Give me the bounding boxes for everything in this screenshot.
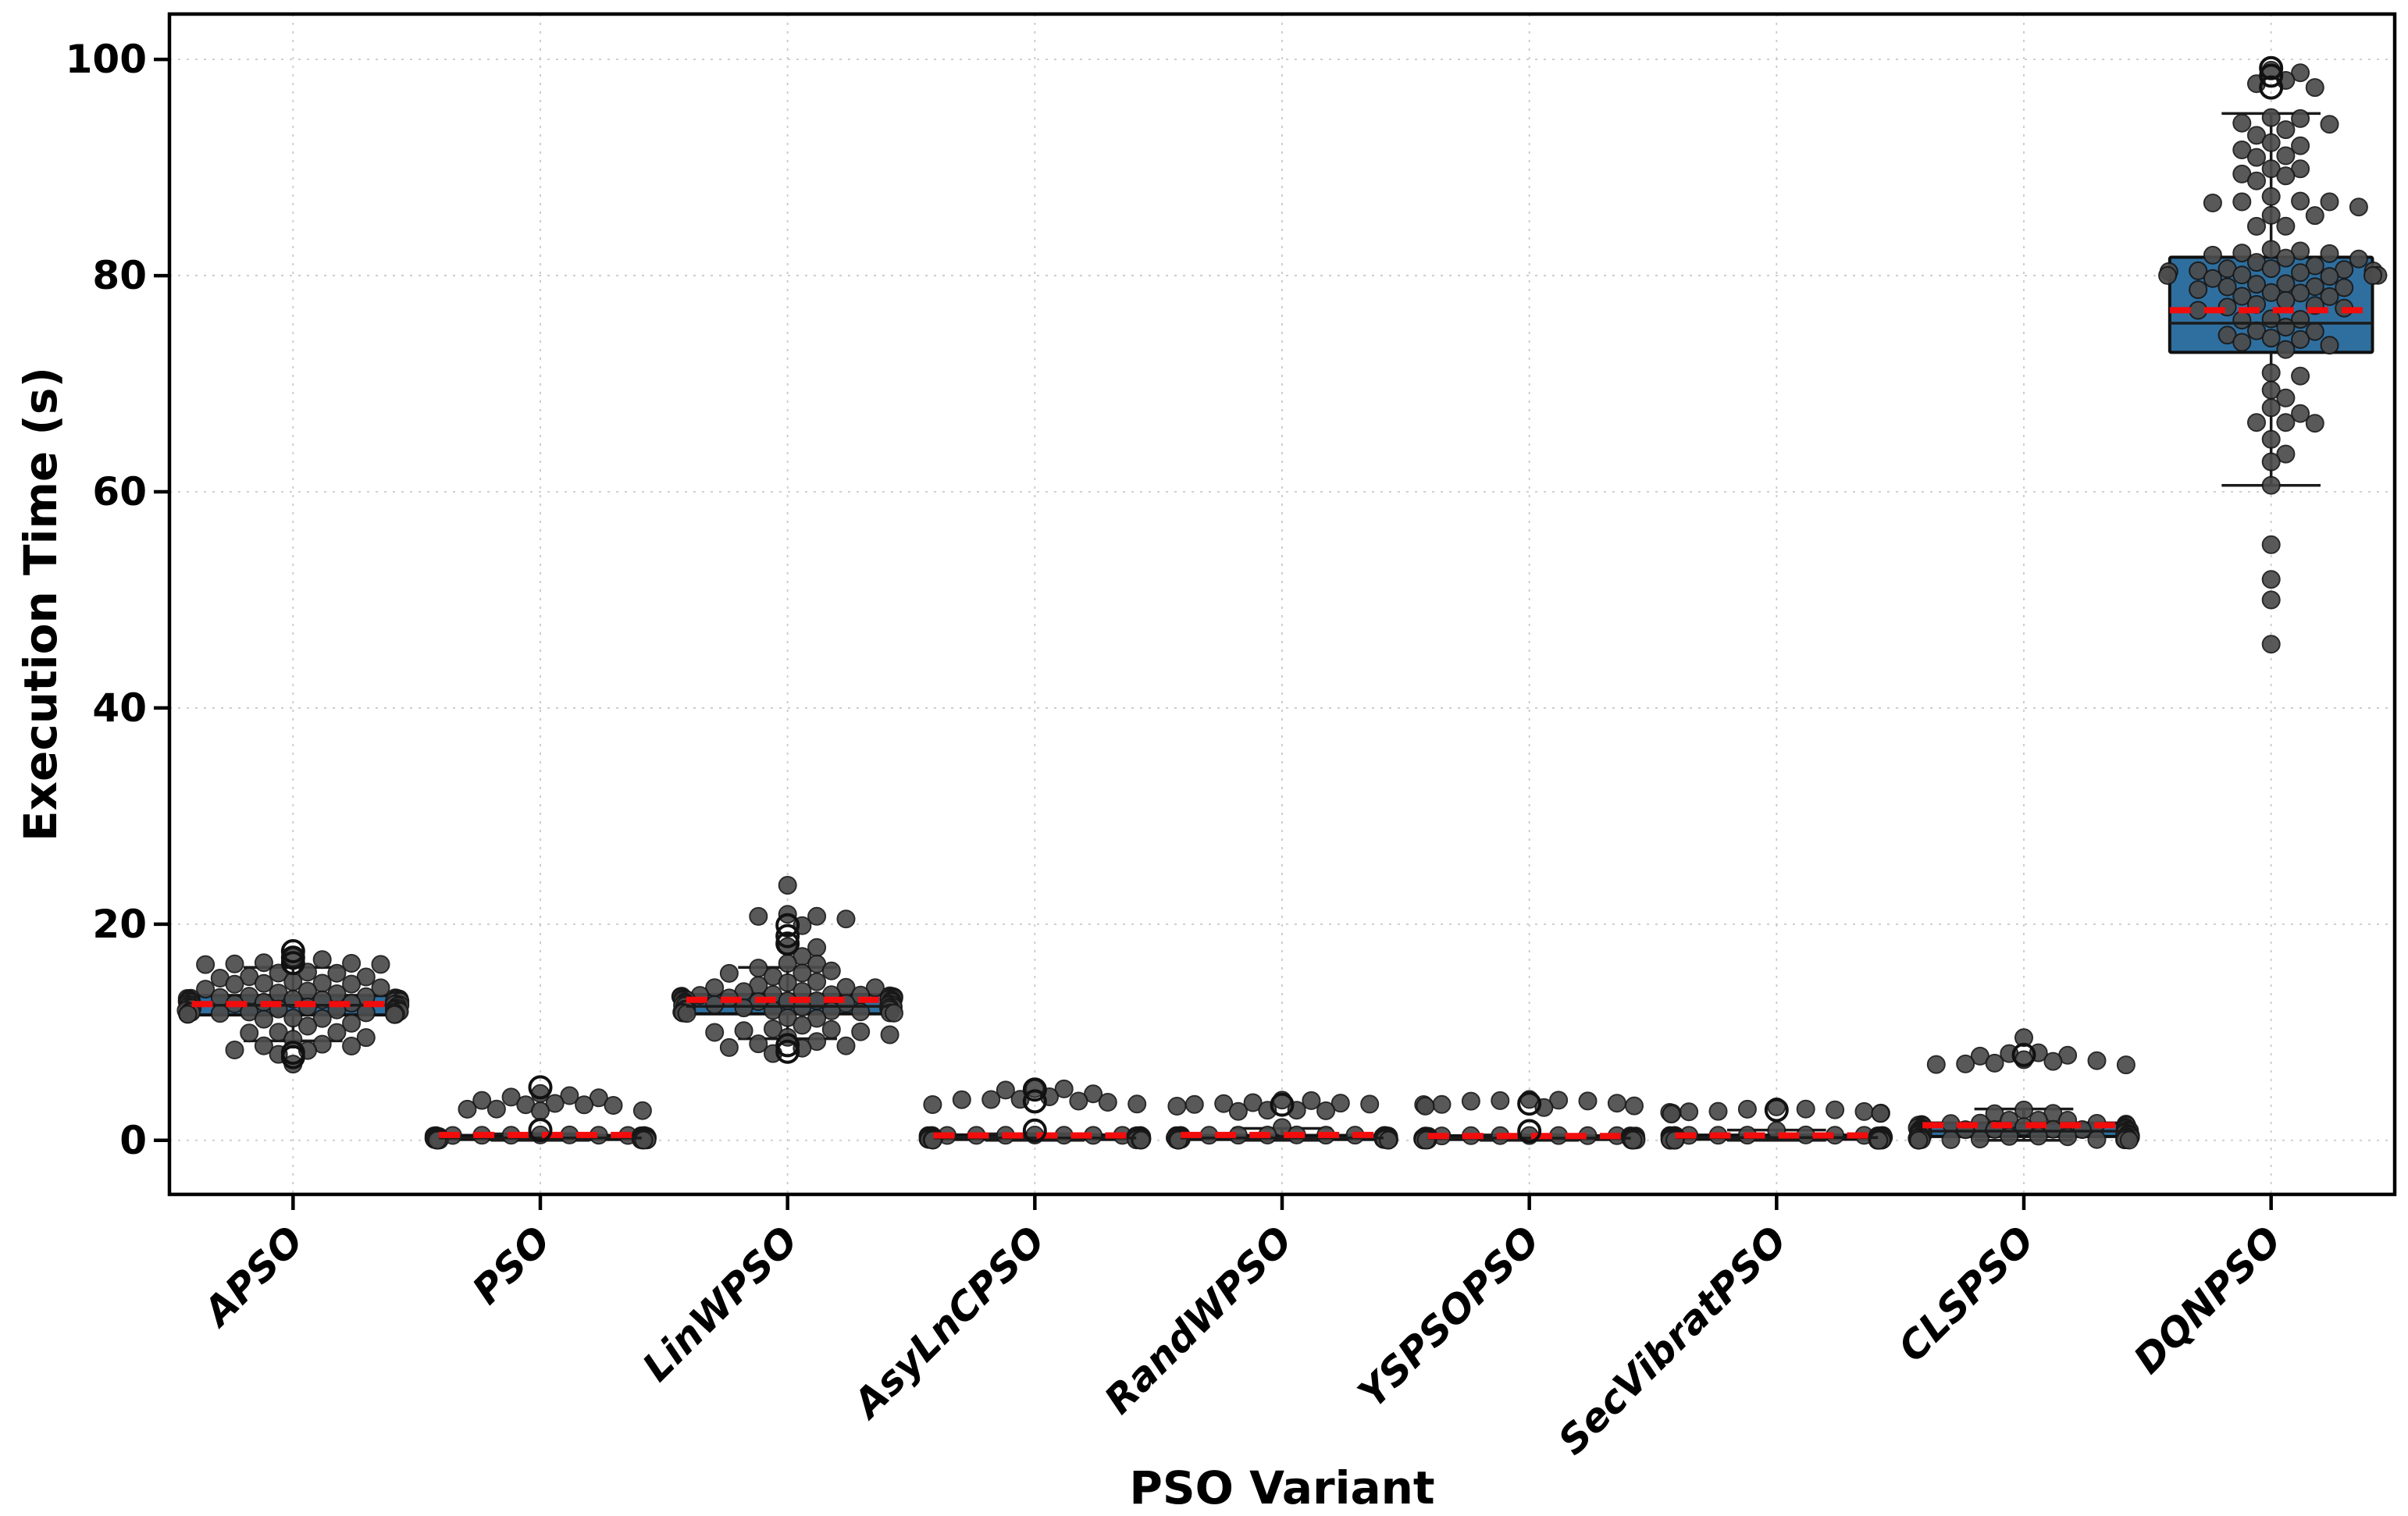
outlier-marker: [775, 1039, 800, 1064]
box-group-SecVibratPSO: [1660, 1097, 1893, 1150]
outlier-marker: [1517, 1091, 1542, 1116]
swarm-points: [2158, 60, 2388, 654]
outlier-marker: [1764, 1098, 1789, 1123]
box-group-RandWPSO: [1166, 1091, 1398, 1150]
x-tick-label: APSO: [193, 1217, 312, 1336]
outlier-marker: [280, 951, 305, 976]
outlier-marker: [528, 1075, 553, 1100]
outlier-marker: [775, 923, 800, 948]
outlier-marker: [1517, 1119, 1542, 1144]
outlier-marker: [775, 1033, 800, 1058]
y-tick-label: 100: [66, 37, 147, 82]
outlier-marker: [1270, 1092, 1295, 1117]
x-tick-label: LinWPSO: [634, 1217, 807, 1390]
outlier-marker: [2259, 63, 2284, 88]
outlier-marker: [2259, 55, 2284, 80]
y-axis: 0 20 40 60 80 100: [66, 37, 169, 1163]
x-tick-label: RandWPSO: [1095, 1217, 1301, 1422]
box-group-LinWPSO: [671, 876, 903, 1064]
outlier-marker: [1022, 1118, 1047, 1143]
swarm-points: [918, 1079, 1152, 1150]
plot-border: [167, 12, 2397, 1197]
outlier-marker: [1022, 1089, 1047, 1114]
y-tick-label: 40: [92, 685, 147, 731]
box-group-APSO: [176, 938, 410, 1074]
x-axis: APSO PSO LinWPSO AsyLnCPSO RandWPSO YSPSOPSO S…: [193, 1194, 2290, 1464]
outlier-marker: [2011, 1042, 2036, 1067]
box-group-AsyLnCPSO: [918, 1077, 1152, 1150]
swarm-points: [1908, 1028, 2140, 1150]
swarm-points: [1413, 1090, 1646, 1150]
swarm-points: [1660, 1097, 1893, 1150]
x-tick-label: CLSPSO: [1890, 1217, 2043, 1370]
outlier-marker: [775, 913, 800, 938]
x-axis-label: PSO Variant: [1129, 1461, 1435, 1514]
box-group-YSPSOPSO: [1413, 1090, 1646, 1150]
x-tick-label: DQNPSO: [2125, 1217, 2290, 1382]
x-tick-label: PSO: [464, 1217, 559, 1312]
box-group-PSO: [424, 1075, 657, 1150]
box-group-CLSPSO: [1908, 1028, 2140, 1150]
swarm-points: [1166, 1091, 1398, 1150]
y-tick-label: 20: [92, 902, 147, 947]
x-tick-label: AsyLnCPSO: [842, 1217, 1053, 1428]
y-tick-label: 80: [92, 253, 147, 298]
y-tick-label: 60: [92, 469, 147, 514]
y-axis-label: Execution Time (s): [14, 367, 67, 842]
outlier-marker: [1022, 1077, 1047, 1102]
swarm-points: [671, 876, 903, 1063]
outlier-marker: [280, 1044, 305, 1069]
x-tick-label: YSPSOPSO: [1349, 1217, 1548, 1416]
y-tick-label: 0: [119, 1118, 147, 1163]
x-tick-label: SecVibratPSO: [1550, 1217, 1796, 1463]
gridlines: [169, 14, 2395, 1194]
outlier-marker: [280, 938, 305, 963]
outlier-marker: [775, 931, 800, 956]
outlier-marker: [528, 1118, 553, 1143]
swarm-points: [424, 1084, 657, 1150]
box-group-DQNPSO: [2158, 55, 2388, 654]
outlier-marker: [2259, 75, 2284, 100]
